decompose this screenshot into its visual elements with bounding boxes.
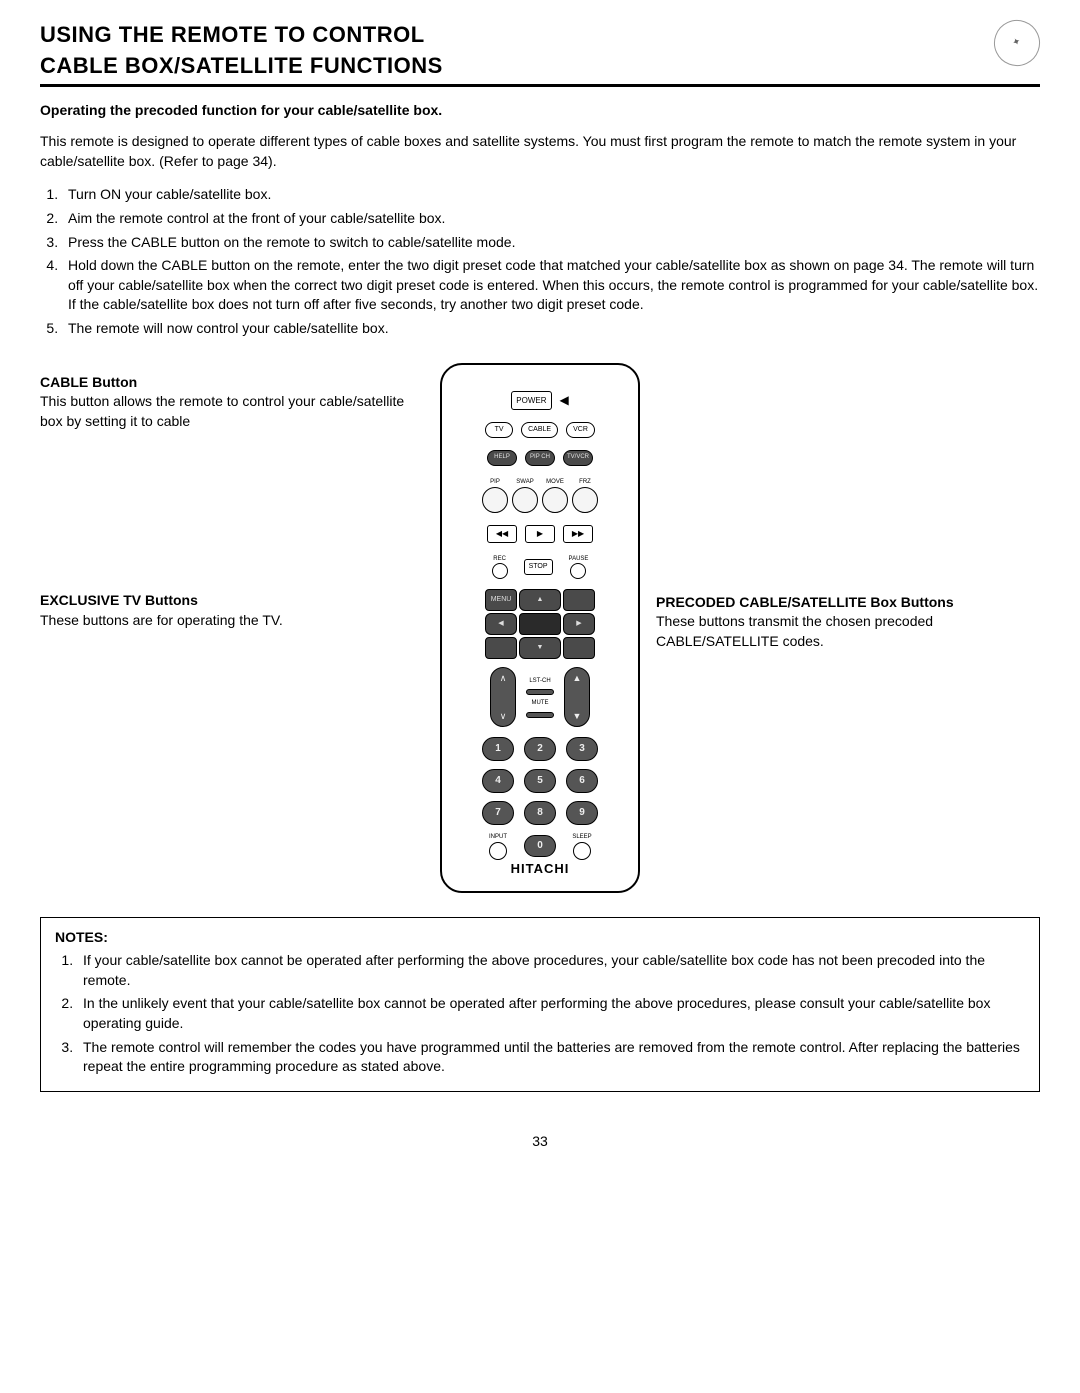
move-label: MOVE <box>546 478 564 486</box>
menu-button[interactable]: MENU <box>485 589 517 611</box>
nav-pad: MENU ▲ ◀ ▶ ▼ <box>485 589 595 659</box>
tv-mode-button[interactable]: TV <box>485 422 513 438</box>
cable-mode-button[interactable]: CABLE <box>521 422 558 438</box>
remote-illustration: POWER ◀ TV CABLE VCR HELP PIP CH TV/VCR … <box>430 363 650 893</box>
num-1-button[interactable]: 1 <box>482 737 514 761</box>
rec-label: REC <box>493 555 506 563</box>
lastch-button[interactable] <box>526 689 554 695</box>
volume-rocker[interactable]: ∧∨ <box>490 667 516 727</box>
frz-button[interactable] <box>572 487 598 513</box>
callout-desc: These buttons are for operating the TV. <box>40 611 424 631</box>
ch-down-icon: ▼ <box>573 710 582 723</box>
callout-title: EXCLUSIVE TV Buttons <box>40 591 424 611</box>
notes-box: NOTES: If your cable/satellite box canno… <box>40 917 1040 1092</box>
move-button[interactable] <box>542 487 568 513</box>
ch-up-icon: ▲ <box>573 672 582 685</box>
num-7-button[interactable]: 7 <box>482 801 514 825</box>
page-number: 33 <box>40 1132 1040 1152</box>
sleep-label: SLEEP <box>566 833 598 841</box>
procedure-steps: Turn ON your cable/satellite box. Aim th… <box>62 185 1040 338</box>
num-5-button[interactable]: 5 <box>524 769 556 793</box>
nav-corner-button[interactable] <box>563 589 595 611</box>
remote-body: POWER ◀ TV CABLE VCR HELP PIP CH TV/VCR … <box>440 363 640 893</box>
mute-button[interactable] <box>526 712 554 718</box>
callout-desc: This button allows the remote to control… <box>40 392 424 431</box>
power-button[interactable]: POWER <box>511 391 551 410</box>
intro-paragraph: This remote is designed to operate diffe… <box>40 132 1040 171</box>
nav-corner-button[interactable] <box>563 637 595 659</box>
callout-precoded-buttons: PRECODED CABLE/SATELLITE Box Buttons The… <box>656 593 1040 652</box>
right-callouts: PRECODED CABLE/SATELLITE Box Buttons The… <box>656 363 1040 893</box>
num-8-button[interactable]: 8 <box>524 801 556 825</box>
channel-rocker[interactable]: ▲▼ <box>564 667 590 727</box>
notes-heading: NOTES: <box>55 928 1025 948</box>
num-2-button[interactable]: 2 <box>524 737 556 761</box>
step-item: Press the CABLE button on the remote to … <box>62 233 1040 253</box>
title-line-1: USING THE REMOTE TO CONTROL <box>40 22 425 47</box>
note-item: The remote control will remember the cod… <box>77 1038 1025 1077</box>
step-item: Aim the remote control at the front of y… <box>62 209 1040 229</box>
notes-list: If your cable/satellite box cannot be op… <box>77 951 1025 1077</box>
callout-cable-button: CABLE Button This button allows the remo… <box>40 373 424 432</box>
num-0-button[interactable]: 0 <box>524 835 556 857</box>
nav-down-button[interactable]: ▼ <box>519 637 561 659</box>
ffwd-button[interactable]: ▶▶ <box>563 525 593 543</box>
nav-right-button[interactable]: ▶ <box>563 613 595 635</box>
rec-button[interactable] <box>492 563 508 579</box>
lastch-label: LST-CH <box>529 677 550 685</box>
input-button[interactable] <box>489 842 507 860</box>
pip-label: PIP <box>490 478 500 486</box>
help-button[interactable]: HELP <box>487 450 517 466</box>
swap-button[interactable] <box>512 487 538 513</box>
mute-label: MUTE <box>532 699 549 707</box>
title-line-2: CABLE BOX/SATELLITE FUNCTIONS <box>40 53 443 78</box>
vol-ch-cluster: ∧∨ LST-CH MUTE ▲▼ <box>490 667 590 727</box>
sleep-button[interactable] <box>573 842 591 860</box>
num-6-button[interactable]: 6 <box>566 769 598 793</box>
subheading: Operating the precoded function for your… <box>40 101 1040 121</box>
vcr-mode-button[interactable]: VCR <box>566 422 595 438</box>
pause-label: PAUSE <box>569 555 589 563</box>
page-header: USING THE REMOTE TO CONTROL CABLE BOX/SA… <box>40 20 1040 87</box>
step-item: Turn ON your cable/satellite box. <box>62 185 1040 205</box>
tvvcr-button[interactable]: TV/VCR <box>563 450 593 466</box>
remote-diagram: CABLE Button This button allows the remo… <box>40 363 1040 893</box>
nav-up-button[interactable]: ▲ <box>519 589 561 611</box>
callout-title: CABLE Button <box>40 373 424 393</box>
vol-up-icon: ∧ <box>500 672 507 685</box>
callout-title: PRECODED CABLE/SATELLITE Box Buttons <box>656 593 1040 613</box>
num-4-button[interactable]: 4 <box>482 769 514 793</box>
step-item: The remote will now control your cable/s… <box>62 319 1040 339</box>
page-title: USING THE REMOTE TO CONTROL CABLE BOX/SA… <box>40 20 443 82</box>
frz-label: FRZ <box>579 478 591 486</box>
nav-center-button[interactable] <box>519 613 561 635</box>
note-item: In the unlikely event that your cable/sa… <box>77 994 1025 1033</box>
num-9-button[interactable]: 9 <box>566 801 598 825</box>
step-item: Hold down the CABLE button on the remote… <box>62 256 1040 315</box>
stop-button[interactable]: STOP <box>524 559 553 575</box>
nav-left-button[interactable]: ◀ <box>485 613 517 635</box>
play-button[interactable]: ▶ <box>525 525 555 543</box>
pipch-button[interactable]: PIP CH <box>525 450 555 466</box>
nav-corner-button[interactable] <box>485 637 517 659</box>
num-3-button[interactable]: 3 <box>566 737 598 761</box>
swap-label: SWAP <box>516 478 533 486</box>
vol-down-icon: ∨ <box>500 710 507 723</box>
remote-brand: HITACHI <box>511 860 570 878</box>
callout-exclusive-tv: EXCLUSIVE TV Buttons These buttons are f… <box>40 591 424 630</box>
pointer-arrow-icon: ◀ <box>560 392 569 409</box>
left-callouts: CABLE Button This button allows the remo… <box>40 363 424 893</box>
number-pad: 1 2 3 4 5 6 7 8 9 <box>482 737 598 825</box>
callout-desc: These buttons transmit the chosen precod… <box>656 612 1040 651</box>
bottom-row: INPUT 0 SLEEP <box>482 833 598 859</box>
rewind-button[interactable]: ◀◀ <box>487 525 517 543</box>
pause-button[interactable] <box>570 563 586 579</box>
input-label: INPUT <box>482 833 514 841</box>
pip-button[interactable] <box>482 487 508 513</box>
brand-emblem-icon: ✦ <box>986 12 1047 73</box>
note-item: If your cable/satellite box cannot be op… <box>77 951 1025 990</box>
